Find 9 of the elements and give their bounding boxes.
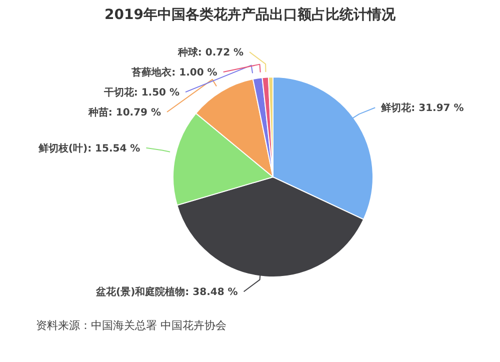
slice-label: 鲜切花: 31.97 % [380,102,464,114]
slice-label: 干切花: 1.50 % [102,86,180,99]
text: 资料来源：中国海关总署 中国花卉协会 [36,318,226,333]
slice-label: 苔藓地衣: 1.00 % [130,66,218,79]
slice-label: 盆花(景)和庭院植物: 38.48 % [95,286,238,298]
chart-title: 2019年中国各类花卉产品出口额占比统计情况 [104,6,396,24]
slice-label: 鲜切枝(叶): 15.54 % [37,142,140,154]
slice-label: 种球: 0.72 % [176,46,244,59]
slice-label: 种苗: 10.79 % [87,106,162,119]
